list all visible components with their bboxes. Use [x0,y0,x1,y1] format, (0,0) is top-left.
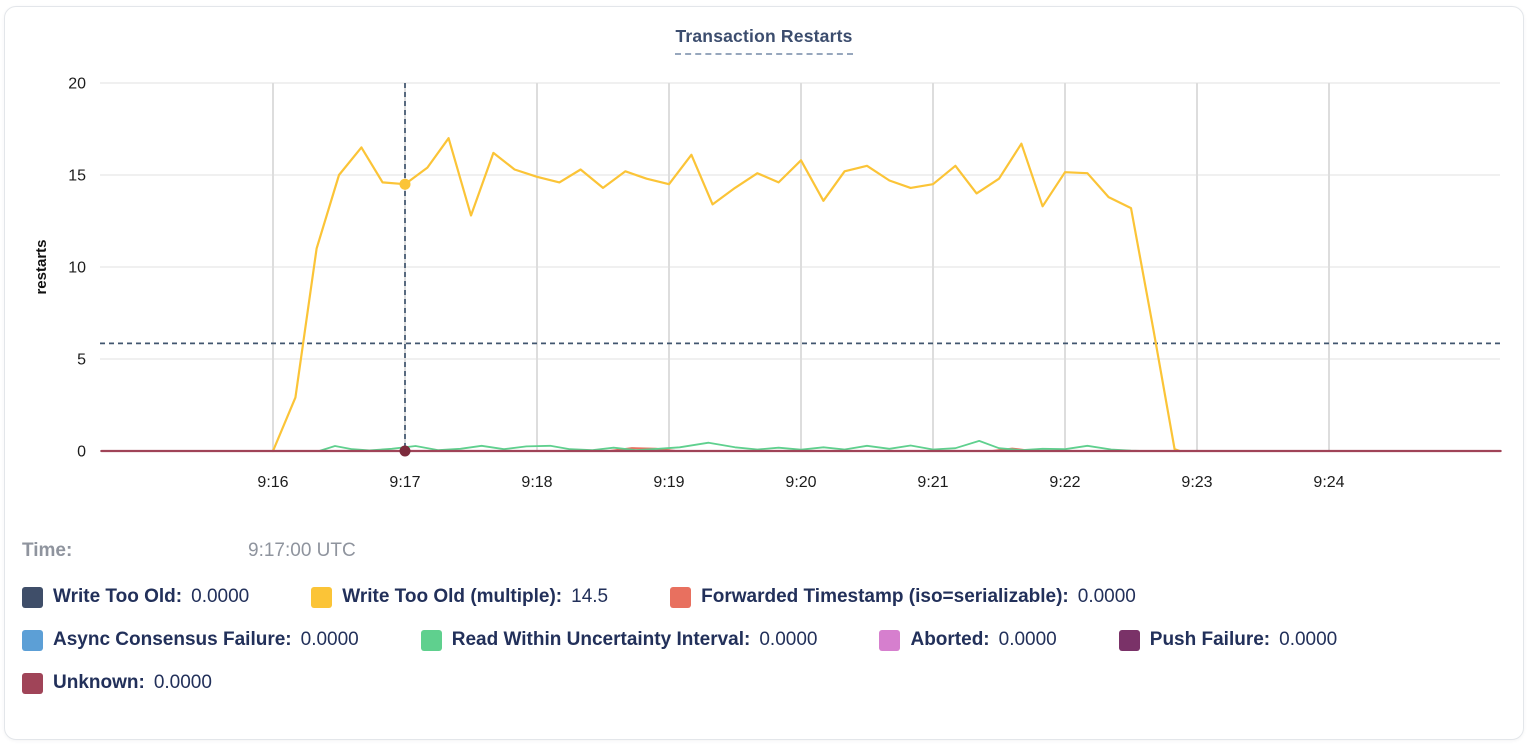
y-axis-label: restarts [33,239,50,294]
x-axis-tick-label: 9:24 [1313,474,1344,491]
legend-series-name: Unknown: [53,672,145,693]
legend-series-name: Push Failure: [1149,629,1271,650]
legend-series-name: Async Consensus Failure: [53,629,292,650]
hover-point-write-too-old-multiple [399,178,411,190]
legend-item-write-too-old: Write Too Old: 0.0000 [22,586,249,608]
legend-row: Unknown: 0.0000 [22,672,1516,694]
hover-point-unknown [399,445,411,457]
legend-item-push-failure: Push Failure: 0.0000 [1118,629,1338,651]
series-color-swatch-icon [1118,629,1140,651]
legend-series-value: 0.0000 [759,629,818,650]
legend-item-aborted: Aborted: 0.0000 [879,629,1057,651]
y-axis-tick-label: 0 [77,444,86,461]
series-color-swatch-icon [22,629,43,651]
legend-series-name: Forwarded Timestamp (iso=serializable): [701,586,1069,607]
series-color-swatch-icon [311,586,333,608]
legend-series-name: Aborted: [910,629,990,650]
x-axis-tick-label: 9:16 [257,474,288,491]
legend-item-write-too-old-multiple: Write Too Old (multiple): 14.5 [311,586,608,608]
x-axis-tick-label: 9:18 [521,474,552,491]
legend-item-unknown: Unknown: 0.0000 [22,672,212,694]
series-color-swatch-icon [22,586,43,608]
x-axis-tick-label: 9:22 [1049,474,1080,491]
hover-time-label: Time: [22,540,73,561]
legend-item-forwarded-timestamp-iso-serializable: Forwarded Timestamp (iso=serializable): 0… [670,586,1136,608]
legend-series-value: 0.0000 [153,672,212,693]
legend-series-value: 0.0000 [998,629,1057,650]
series-line-write-too-old-multiple [271,137,1181,453]
x-axis-tick-label: 9:17 [389,474,420,491]
x-axis-tick-label: 9:19 [653,474,684,491]
series-color-swatch-icon [879,629,901,651]
legend-series-value: 0.0000 [300,629,359,650]
series-line-read-within-uncertainty-interval [318,439,1146,452]
x-axis-tick-label: 9:23 [1181,474,1212,491]
transaction-restarts-chart[interactable]: restarts 0 5 10 15 20 9:16 9:17 9:18 9:19 9:20 9:2… [0,0,1528,530]
y-axis-tick-label: 5 [77,352,86,369]
legend-series-name: Write Too Old (multiple): [342,586,563,607]
legend-series-name: Write Too Old: [53,586,183,607]
legend-row: Async Consensus Failure: 0.0000 Read Withi… [22,629,1516,651]
legend-series-name: Read Within Uncertainty Interval: [451,629,751,650]
chart-header: Transaction Restarts [0,26,1528,55]
legend-item-read-within-uncertainty-interval: Read Within Uncertainty Interval: 0.0000 [420,629,818,651]
legend-series-value: 14.5 [571,586,609,607]
legend-series-value: 0.0000 [1279,629,1338,650]
y-axis-tick-label: 20 [68,76,86,93]
series-color-swatch-icon [670,586,692,608]
y-axis-tick-label: 15 [68,168,86,185]
legend-series-value: 0.0000 [191,586,250,607]
legend: Write Too Old: 0.0000 Write Too Old (multi… [22,586,1516,694]
legend-row: Write Too Old: 0.0000 Write Too Old (multi… [22,586,1516,608]
x-axis-tick-label: 9:21 [917,474,948,491]
chart-card [4,6,1524,740]
legend-item-async-consensus-failure: Async Consensus Failure: 0.0000 [22,629,359,651]
x-axis-tick-label: 9:20 [785,474,816,491]
series-color-swatch-icon [22,672,43,694]
chart-title[interactable]: Transaction Restarts [675,26,853,55]
legend-series-value: 0.0000 [1077,586,1136,607]
hover-time-row: Time: 9:17:00 UTC [22,540,356,562]
y-axis-tick-label: 10 [68,260,86,277]
hover-time-value: 9:17:00 UTC [248,540,356,561]
series-color-swatch-icon [420,629,442,651]
